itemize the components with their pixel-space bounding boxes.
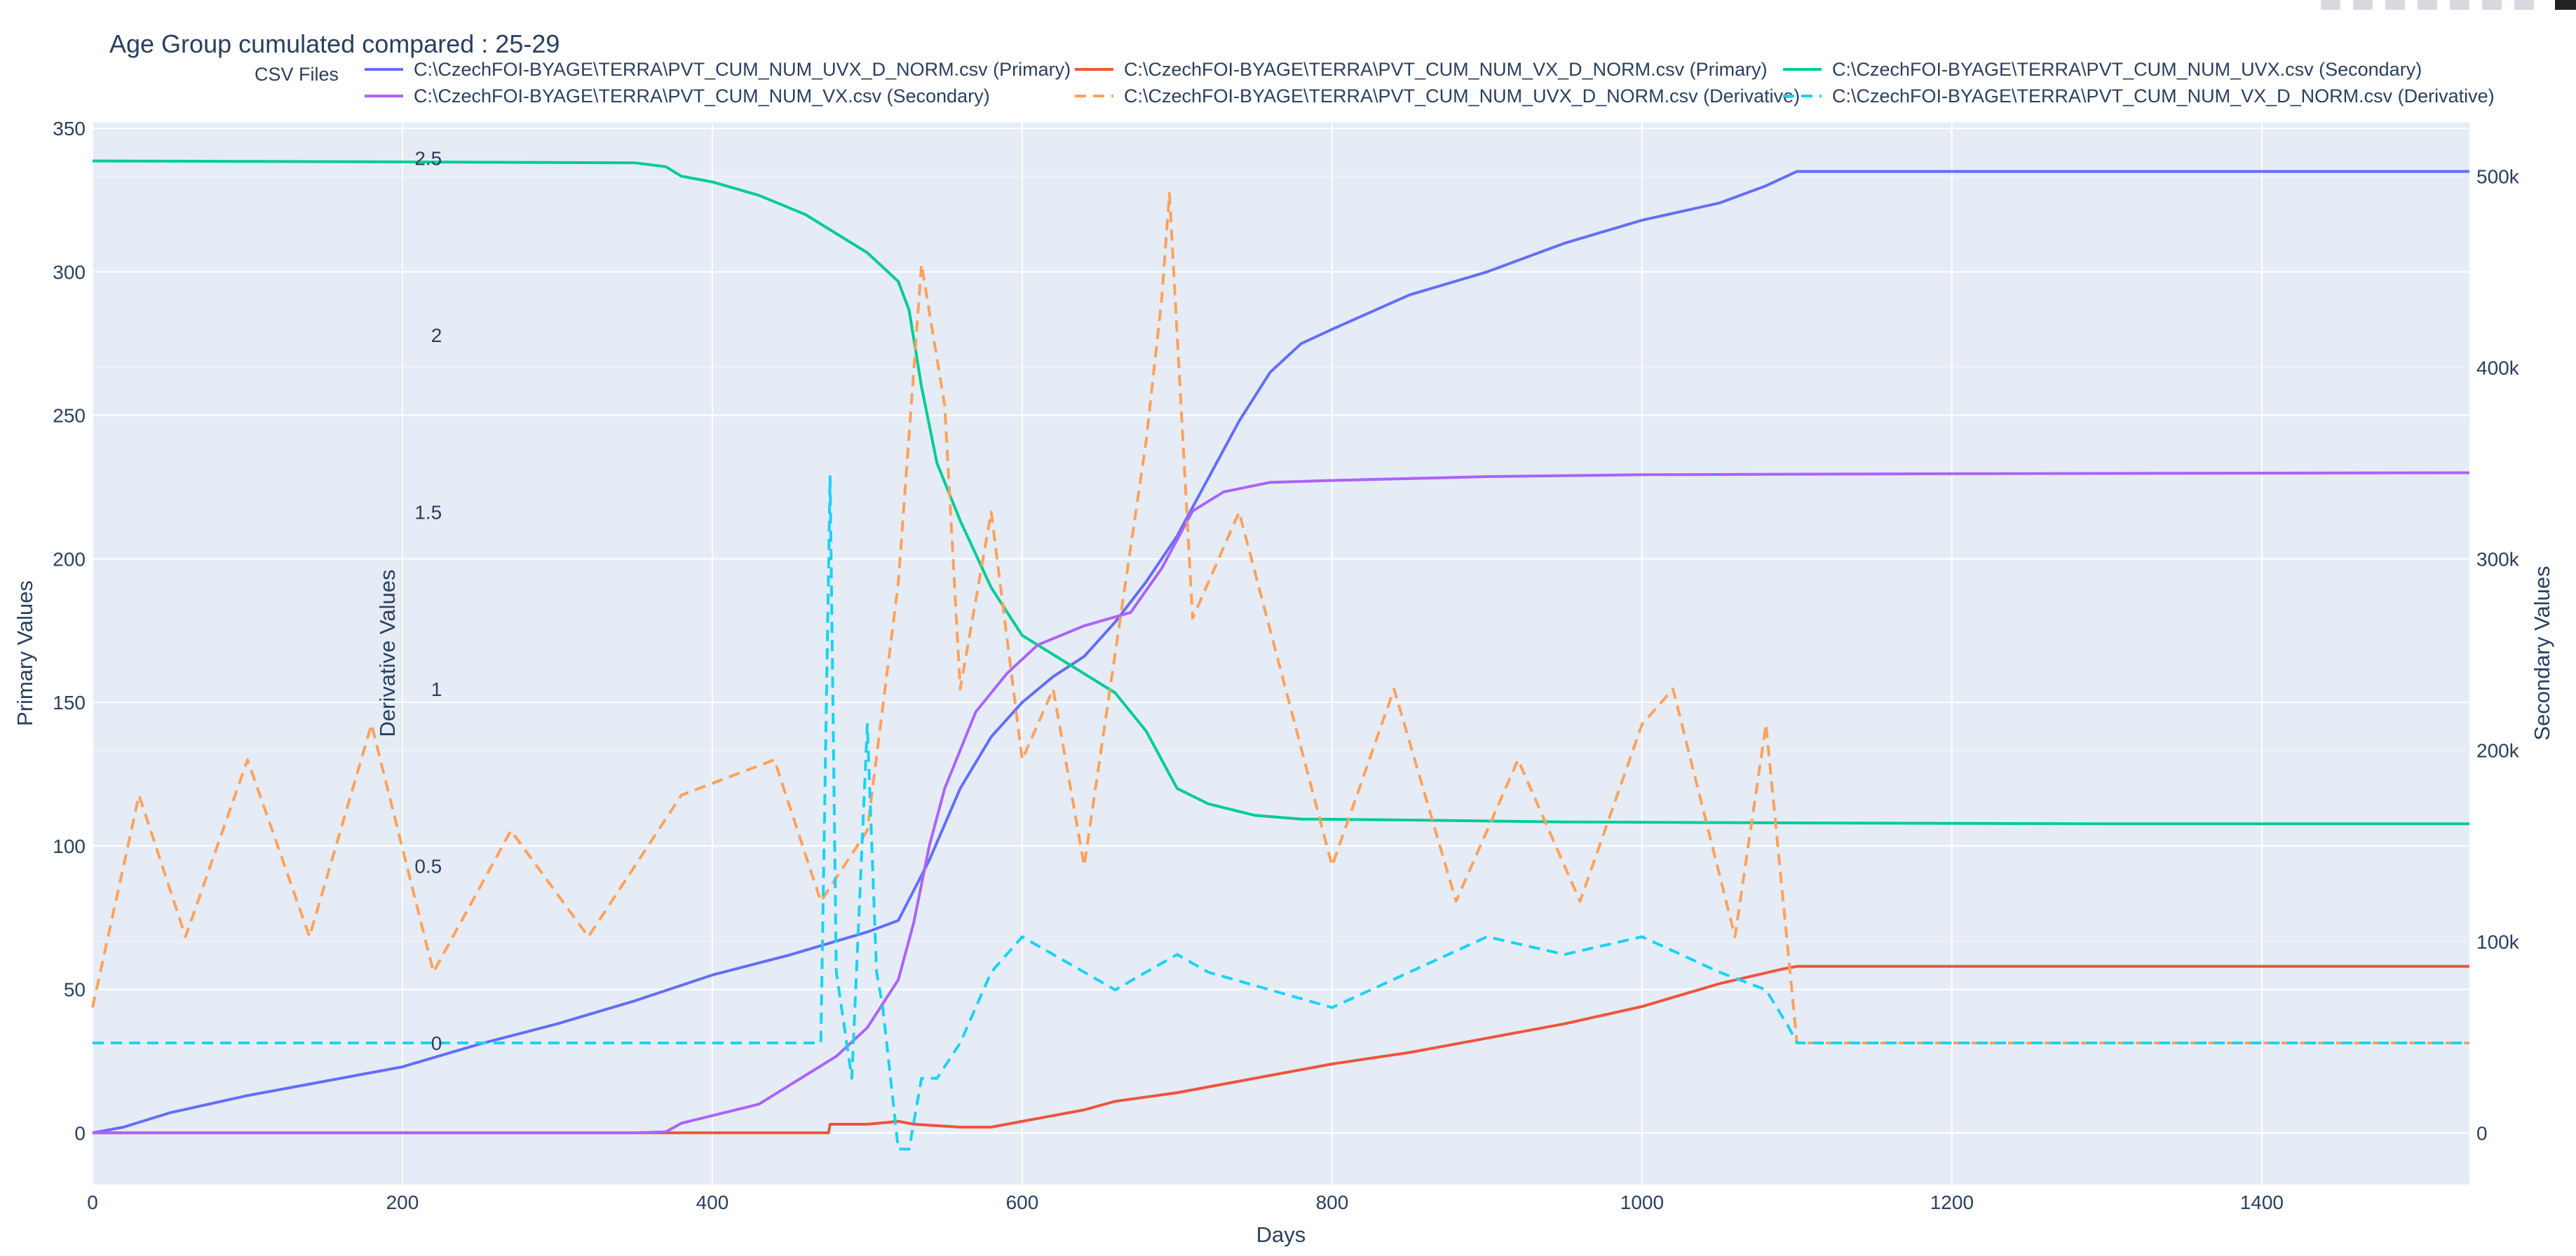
legend: CSV Files C:\CzechFOI-BYAGE\TERRA\PVT_CU… (255, 59, 2495, 107)
series-line-4[interactable] (91, 192, 2469, 1044)
autoscale-icon[interactable] (2482, 0, 2502, 10)
y-derivative-tick-label: 0 (431, 1032, 442, 1054)
modebar[interactable] (2321, 0, 2534, 10)
y-derivative-tick-label: 1 (431, 678, 442, 700)
series-lines (91, 159, 2470, 1151)
legend-title: CSV Files (255, 64, 339, 85)
x-tick-label: 1000 (1620, 1192, 1664, 1213)
y-primary-tick-label: 0 (74, 1122, 86, 1144)
x-tick-label: 0 (87, 1192, 98, 1213)
series-line-3[interactable] (93, 471, 2470, 1135)
zoom-out-icon[interactable] (2450, 0, 2469, 10)
y-axis-derivative-title: Derivative Values (375, 570, 400, 737)
y-derivative-tick-label: 2.5 (414, 148, 442, 170)
series-line-1[interactable] (93, 964, 2469, 1135)
y-primary-tick-label: 100 (53, 835, 86, 857)
legend-item-label[interactable]: C:\CzechFOI-BYAGE\TERRA\PVT_CUM_NUM_VX_D… (1832, 86, 2495, 107)
x-tick-label: 800 (1316, 1192, 1349, 1213)
plotly-logo-icon[interactable] (2555, 0, 2576, 10)
plot-area[interactable] (93, 123, 2469, 1185)
y-primary-tick-label: 150 (53, 692, 86, 714)
y-primary-tick-label: 200 (53, 548, 86, 570)
series-line-2[interactable] (92, 159, 2469, 826)
x-tick-label: 200 (386, 1192, 419, 1213)
x-tick-label: 1200 (1930, 1192, 1974, 1213)
y-primary-tick-label: 350 (53, 118, 86, 139)
chart-title: Age Group cumulated compared : 25-29 (109, 29, 560, 58)
camera-icon[interactable] (2321, 0, 2340, 10)
y-secondary-tick-label: 500k (2476, 165, 2520, 187)
x-tick-label: 1400 (2240, 1192, 2284, 1213)
home-icon[interactable] (2514, 0, 2534, 10)
zoom-in-icon[interactable] (2418, 0, 2437, 10)
y-axis-primary-title: Primary Values (13, 580, 37, 726)
x-axis-title: Days (1256, 1222, 1306, 1247)
y-secondary-tick-label: 200k (2476, 739, 2520, 761)
y-secondary-tick-label: 100k (2476, 931, 2520, 953)
legend-item-label[interactable]: C:\CzechFOI-BYAGE\TERRA\PVT_CUM_NUM_UVX.… (1832, 59, 2422, 80)
y-secondary-tick-label: 0 (2476, 1122, 2488, 1144)
legend-item-label[interactable]: C:\CzechFOI-BYAGE\TERRA\PVT_CUM_NUM_VX.c… (414, 86, 990, 107)
legend-item-label[interactable]: C:\CzechFOI-BYAGE\TERRA\PVT_CUM_NUM_UVX_… (414, 59, 1071, 80)
y-derivative-tick-label: 0.5 (414, 856, 442, 878)
axis-ticks: 0 200 400 600 800 1000 1200 1400050100150200250… (53, 118, 2519, 1213)
y-derivative-tick-label: 1.5 (414, 502, 442, 524)
gridlines (92, 123, 2469, 1185)
series-line-0[interactable] (92, 170, 2469, 1135)
y-secondary-tick-label: 300k (2476, 548, 2520, 570)
y-primary-tick-label: 250 (53, 405, 86, 427)
y-derivative-tick-label: 2 (431, 325, 442, 346)
y-primary-tick-label: 300 (53, 261, 86, 283)
series-line-5[interactable] (93, 475, 2469, 1151)
pan-icon[interactable] (2385, 0, 2405, 10)
legend-item-label[interactable]: C:\CzechFOI-BYAGE\TERRA\PVT_CUM_NUM_UVX_… (1124, 86, 1800, 107)
y-secondary-tick-label: 400k (2476, 357, 2520, 378)
x-tick-label: 600 (1006, 1192, 1039, 1213)
zoom-icon[interactable] (2353, 0, 2373, 10)
legend-item-label[interactable]: C:\CzechFOI-BYAGE\TERRA\PVT_CUM_NUM_VX_D… (1124, 59, 1768, 80)
x-tick-label: 400 (696, 1192, 729, 1213)
y-axis-secondary-title: Secondary Values (2530, 566, 2554, 740)
y-primary-tick-label: 50 (64, 979, 86, 1001)
